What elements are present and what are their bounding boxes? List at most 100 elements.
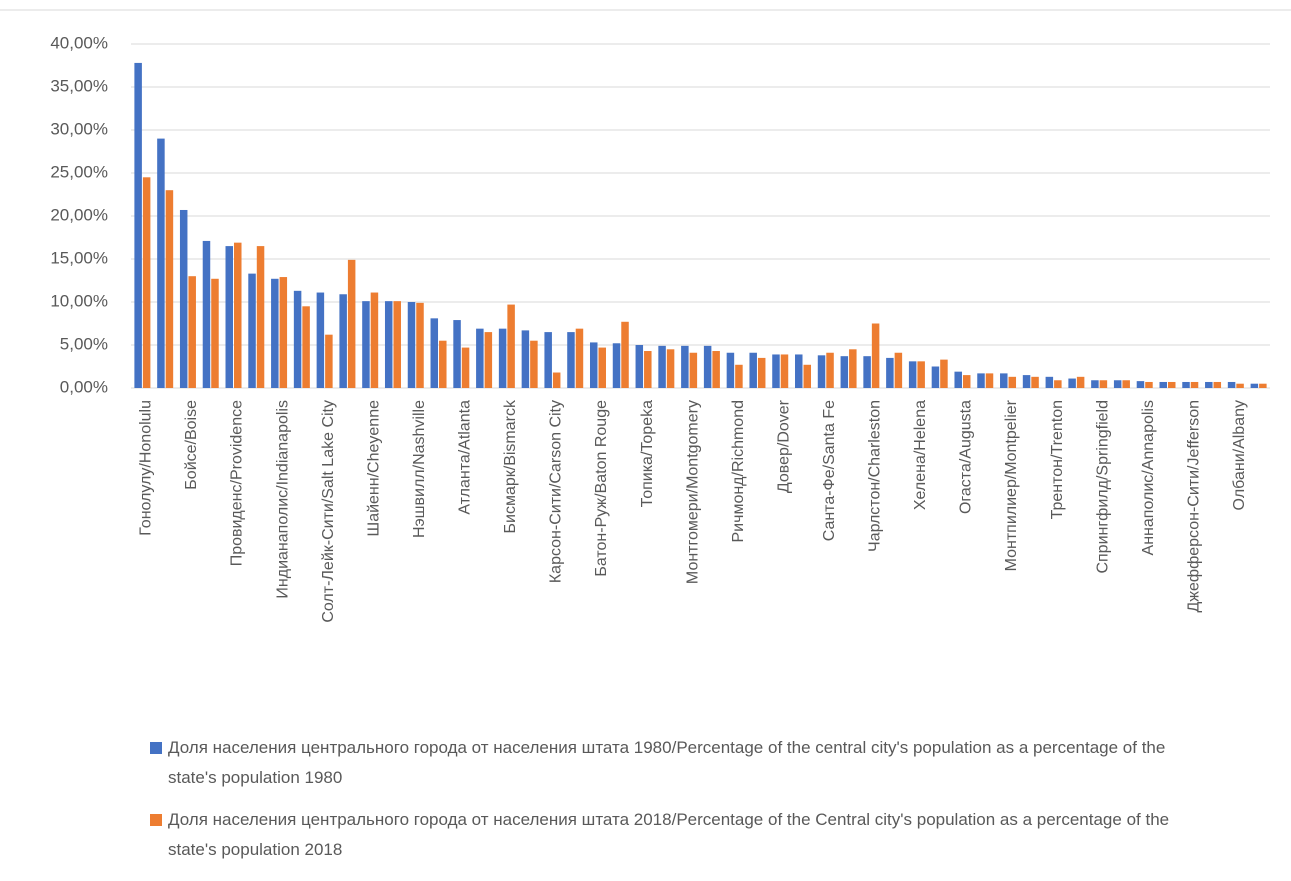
- bar: [498, 328, 507, 388]
- bar: [211, 278, 219, 388]
- bar: [507, 304, 515, 388]
- legend-swatch: [150, 742, 162, 754]
- bar: [316, 292, 325, 388]
- bar: [703, 345, 712, 388]
- bar: [1190, 381, 1199, 388]
- bar: [188, 276, 196, 388]
- bar: [370, 292, 379, 388]
- x-tick-label: Топика/Topeka: [639, 400, 656, 507]
- bar: [644, 351, 652, 388]
- x-tick-label: Хелена/Helena: [912, 400, 929, 510]
- y-tick-label: 15,00%: [50, 248, 108, 267]
- bar: [1045, 376, 1054, 388]
- y-tick-label: 25,00%: [50, 162, 108, 181]
- x-tick-label: Бисмарк/Bismarck: [502, 399, 519, 533]
- x-tick-label: Провиденс/Providence: [229, 400, 246, 566]
- x-tick-label: Аннаполис/Annapolis: [1140, 400, 1157, 555]
- x-tick-label: Монтгомери/Montgomery: [684, 400, 701, 584]
- x-tick-label: Индианаполис/Indianapolis: [274, 400, 291, 599]
- x-tick-label: Нэшвилл/Nashville: [411, 400, 428, 538]
- bar: [962, 375, 971, 388]
- bar: [894, 352, 903, 388]
- bar: [940, 359, 948, 388]
- bar: [1136, 381, 1145, 388]
- bar: [726, 352, 735, 388]
- bar: [1008, 376, 1017, 388]
- bar: [1159, 381, 1167, 388]
- y-tick-label: 35,00%: [50, 76, 108, 95]
- x-tick-label: Джефферсон-Сити/Jefferson: [1185, 400, 1202, 613]
- bar: [712, 351, 720, 388]
- x-tick-label: Олбани/Albany: [1231, 400, 1248, 510]
- y-tick-label: 10,00%: [50, 291, 108, 310]
- bar: [1054, 380, 1062, 388]
- legend-label: Доля населения центрального города от на…: [168, 810, 1170, 859]
- bar: [1031, 376, 1039, 388]
- bar: [1205, 381, 1213, 388]
- bar: [1000, 373, 1008, 388]
- bar: [544, 332, 552, 388]
- bar: [453, 320, 461, 388]
- bar: [530, 340, 538, 388]
- bar: [985, 373, 994, 388]
- bar: [362, 301, 370, 388]
- bar: [248, 273, 256, 388]
- bar: [1068, 378, 1076, 388]
- bar: [567, 332, 575, 388]
- bar: [347, 259, 356, 388]
- bar: [302, 306, 310, 388]
- bar: [439, 340, 447, 388]
- bar: [1213, 381, 1222, 388]
- bar: [826, 352, 834, 388]
- x-tick-label: Солт-Лейк-Сити/Salt Lake City: [320, 400, 337, 623]
- y-tick-label: 40,00%: [50, 33, 108, 52]
- bar: [803, 364, 812, 388]
- x-tick-label: Батон-Руж/Baton Rouge: [593, 400, 610, 577]
- bar: [1122, 380, 1130, 388]
- y-tick-label: 20,00%: [50, 205, 108, 224]
- bar: [871, 323, 880, 388]
- bar: [863, 356, 871, 388]
- bar: [689, 352, 698, 388]
- bar: [271, 278, 279, 388]
- bar: [476, 328, 484, 388]
- bar: [1250, 383, 1259, 388]
- bar: [521, 330, 530, 388]
- bar: [256, 246, 265, 388]
- bar: [430, 318, 439, 388]
- bar: [772, 354, 780, 388]
- bar: [1236, 383, 1244, 388]
- bar: [886, 357, 894, 388]
- bar: [393, 301, 401, 388]
- bar: [407, 302, 416, 388]
- bar: [416, 302, 424, 388]
- x-tick-label: Монтпилиер/Montpelier: [1003, 399, 1020, 571]
- bar: [1259, 383, 1267, 388]
- bar: [1113, 380, 1122, 388]
- bar: [142, 177, 151, 388]
- bar: [666, 349, 675, 388]
- bar: [749, 352, 757, 388]
- x-tick-label: Трентон/Trenton: [1049, 400, 1066, 519]
- legend-label: Доля населения центрального города от на…: [168, 738, 1166, 787]
- x-tick-label: Шайенн/Cheyenne: [365, 400, 382, 537]
- bar: [612, 343, 621, 388]
- bar: [817, 355, 826, 388]
- bar: [1167, 381, 1176, 388]
- bar: [552, 372, 561, 388]
- bar: [157, 138, 165, 388]
- bar: [598, 347, 606, 388]
- x-tick-label: Бойсе/Boise: [183, 400, 200, 490]
- bar: [1076, 376, 1085, 388]
- x-tick-label: Атланта/Atlanta: [457, 400, 474, 515]
- bar: [234, 242, 242, 388]
- x-tick-label: Довер/Dover: [775, 399, 792, 493]
- bar: [977, 373, 985, 388]
- bar: [1099, 380, 1108, 388]
- bar: [931, 366, 940, 388]
- legend-item: Доля населения центрального города от на…: [150, 733, 1190, 793]
- bar: [735, 364, 743, 388]
- bar: [917, 361, 925, 388]
- bar: [1182, 381, 1190, 388]
